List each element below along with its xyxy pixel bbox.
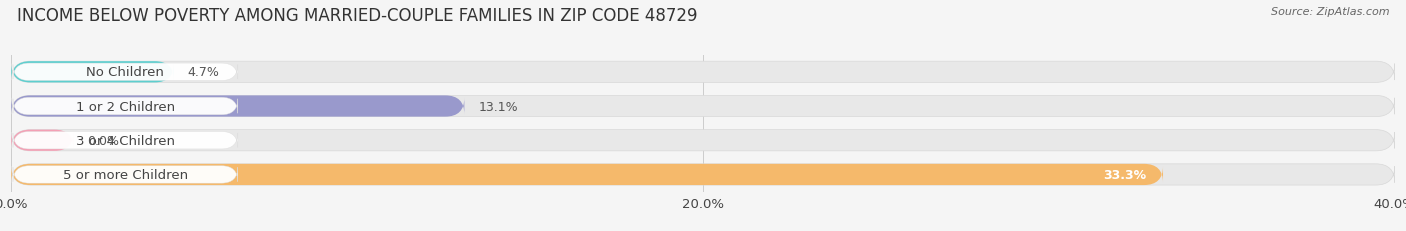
Text: INCOME BELOW POVERTY AMONG MARRIED-COUPLE FAMILIES IN ZIP CODE 48729: INCOME BELOW POVERTY AMONG MARRIED-COUPL… — [17, 7, 697, 25]
FancyBboxPatch shape — [11, 130, 73, 151]
FancyBboxPatch shape — [11, 62, 174, 83]
Text: 5 or more Children: 5 or more Children — [63, 168, 188, 181]
FancyBboxPatch shape — [13, 132, 238, 149]
FancyBboxPatch shape — [13, 98, 238, 115]
FancyBboxPatch shape — [11, 96, 464, 117]
FancyBboxPatch shape — [13, 64, 238, 81]
FancyBboxPatch shape — [11, 62, 1395, 83]
FancyBboxPatch shape — [11, 164, 1163, 185]
Text: Source: ZipAtlas.com: Source: ZipAtlas.com — [1271, 7, 1389, 17]
FancyBboxPatch shape — [11, 96, 1395, 117]
FancyBboxPatch shape — [11, 130, 1395, 151]
FancyBboxPatch shape — [11, 164, 1395, 185]
Text: No Children: No Children — [86, 66, 165, 79]
Text: 0.0%: 0.0% — [87, 134, 120, 147]
Text: 4.7%: 4.7% — [187, 66, 219, 79]
Text: 33.3%: 33.3% — [1104, 168, 1146, 181]
FancyBboxPatch shape — [13, 166, 238, 183]
Text: 3 or 4 Children: 3 or 4 Children — [76, 134, 174, 147]
Text: 1 or 2 Children: 1 or 2 Children — [76, 100, 174, 113]
Text: 13.1%: 13.1% — [478, 100, 517, 113]
